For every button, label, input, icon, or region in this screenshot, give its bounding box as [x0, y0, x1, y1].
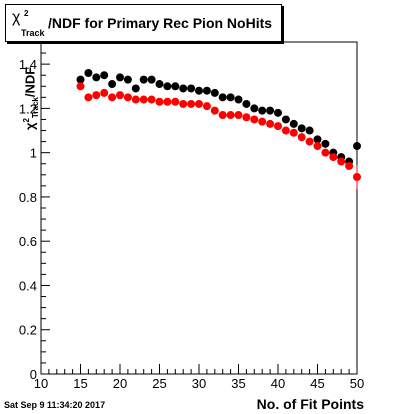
- black-data-point: [187, 84, 196, 93]
- ylabel-superscript: 2: [22, 118, 31, 123]
- black-data-point: [139, 75, 148, 84]
- red-data-point: [123, 93, 132, 102]
- ylabel-subscript: Track: [30, 97, 40, 119]
- black-data-point: [226, 93, 235, 102]
- red-data-point: [234, 111, 243, 120]
- black-data-point: [131, 84, 140, 93]
- black-data-point: [116, 73, 124, 82]
- black-data-point: [155, 80, 164, 89]
- black-data-point: [147, 75, 156, 84]
- x-tick-label: 50: [350, 376, 364, 391]
- y-tick-label: 1: [30, 146, 37, 161]
- black-data-point: [297, 124, 306, 133]
- x-tick-label: 40: [271, 376, 285, 391]
- title-subscript: Track: [21, 28, 45, 38]
- ylabel-chi-symbol: χ: [22, 122, 38, 130]
- black-data-point: [163, 82, 172, 91]
- red-data-point: [274, 122, 282, 131]
- y-axis-label: χ2Track/NDF: [2, 60, 40, 150]
- red-data-point: [321, 148, 330, 157]
- black-data-point: [266, 106, 275, 115]
- black-data-point: [281, 115, 290, 124]
- black-data-point: [274, 108, 282, 117]
- x-tick-label: 30: [192, 376, 206, 391]
- title-superscript: 2: [24, 9, 29, 18]
- black-data-point: [234, 95, 243, 104]
- ylabel-text: /NDF: [22, 66, 38, 98]
- y-tick-label: 1.2: [19, 101, 37, 116]
- x-axis-label: No. of Fit Points: [256, 396, 364, 412]
- red-data-point: [187, 99, 196, 108]
- red-data-point: [202, 102, 211, 111]
- x-tick-label: 35: [231, 376, 245, 391]
- black-data-point: [258, 106, 267, 115]
- x-tick-label: 25: [152, 376, 166, 391]
- red-data-point: [195, 99, 203, 108]
- black-data-point: [210, 88, 219, 97]
- red-data-point: [171, 97, 180, 106]
- red-data-point: [329, 153, 338, 162]
- black-data-point: [305, 126, 314, 135]
- red-data-point: [155, 97, 164, 106]
- y-tick-label: 1.4: [19, 57, 37, 72]
- black-data-point: [202, 86, 211, 95]
- black-data-point: [313, 135, 322, 144]
- red-data-point: [242, 113, 251, 122]
- black-data-point: [179, 84, 188, 93]
- red-data-point: [297, 133, 306, 142]
- red-data-point: [108, 93, 117, 102]
- red-data-point: [218, 111, 227, 120]
- red-data-point: [337, 157, 346, 166]
- black-data-point: [353, 142, 361, 151]
- red-data-point: [313, 142, 322, 151]
- red-data-point: [131, 95, 140, 104]
- black-data-point: [92, 73, 101, 82]
- red-data-point: [353, 173, 361, 182]
- red-data-point: [345, 161, 354, 170]
- red-data-point: [226, 111, 235, 120]
- title-chi-symbol: χ: [12, 9, 21, 26]
- x-tick-label: 45: [310, 376, 324, 391]
- black-data-point: [218, 93, 227, 102]
- red-data-point: [84, 93, 93, 102]
- black-data-point: [195, 86, 203, 95]
- black-data-point: [242, 99, 251, 108]
- black-data-point: [250, 104, 259, 113]
- red-data-point: [266, 119, 275, 128]
- y-tick-label: 0.6: [19, 234, 37, 249]
- black-data-point: [321, 139, 330, 148]
- y-tick-label: 0.4: [19, 278, 37, 293]
- red-data-point: [163, 97, 172, 106]
- red-data-point: [92, 91, 101, 100]
- red-data-point: [116, 91, 124, 100]
- x-tick-label: 10: [34, 376, 48, 391]
- chart-title-box: χ 2 Track /NDF for Primary Rec Pion NoHi…: [5, 4, 282, 42]
- datestamp: Sat Sep 9 11:34:20 2017: [4, 400, 106, 410]
- red-data-point: [258, 117, 267, 126]
- red-data-point: [139, 95, 148, 104]
- black-data-point: [289, 119, 298, 128]
- y-tick-label: 0.2: [19, 323, 37, 338]
- red-data-point: [281, 126, 290, 135]
- y-tick-label: 0: [30, 367, 37, 382]
- black-data-point: [171, 82, 180, 91]
- black-data-point: [100, 71, 109, 80]
- red-data-point: [250, 115, 259, 124]
- red-data-point: [147, 95, 156, 104]
- black-data-point: [84, 68, 93, 77]
- red-data-point: [289, 128, 298, 137]
- black-data-point: [76, 75, 85, 84]
- red-data-point: [76, 82, 85, 91]
- red-data-point: [100, 88, 109, 97]
- red-data-point: [179, 99, 188, 108]
- red-data-point: [210, 106, 219, 115]
- black-data-point: [123, 75, 132, 84]
- x-tick-label: 20: [113, 376, 127, 391]
- chart-title: /NDF for Primary Rec Pion NoHits: [48, 15, 273, 31]
- black-data-point: [108, 80, 117, 89]
- red-data-point: [305, 137, 314, 146]
- y-tick-label: 0.8: [19, 190, 37, 205]
- x-tick-label: 15: [73, 376, 87, 391]
